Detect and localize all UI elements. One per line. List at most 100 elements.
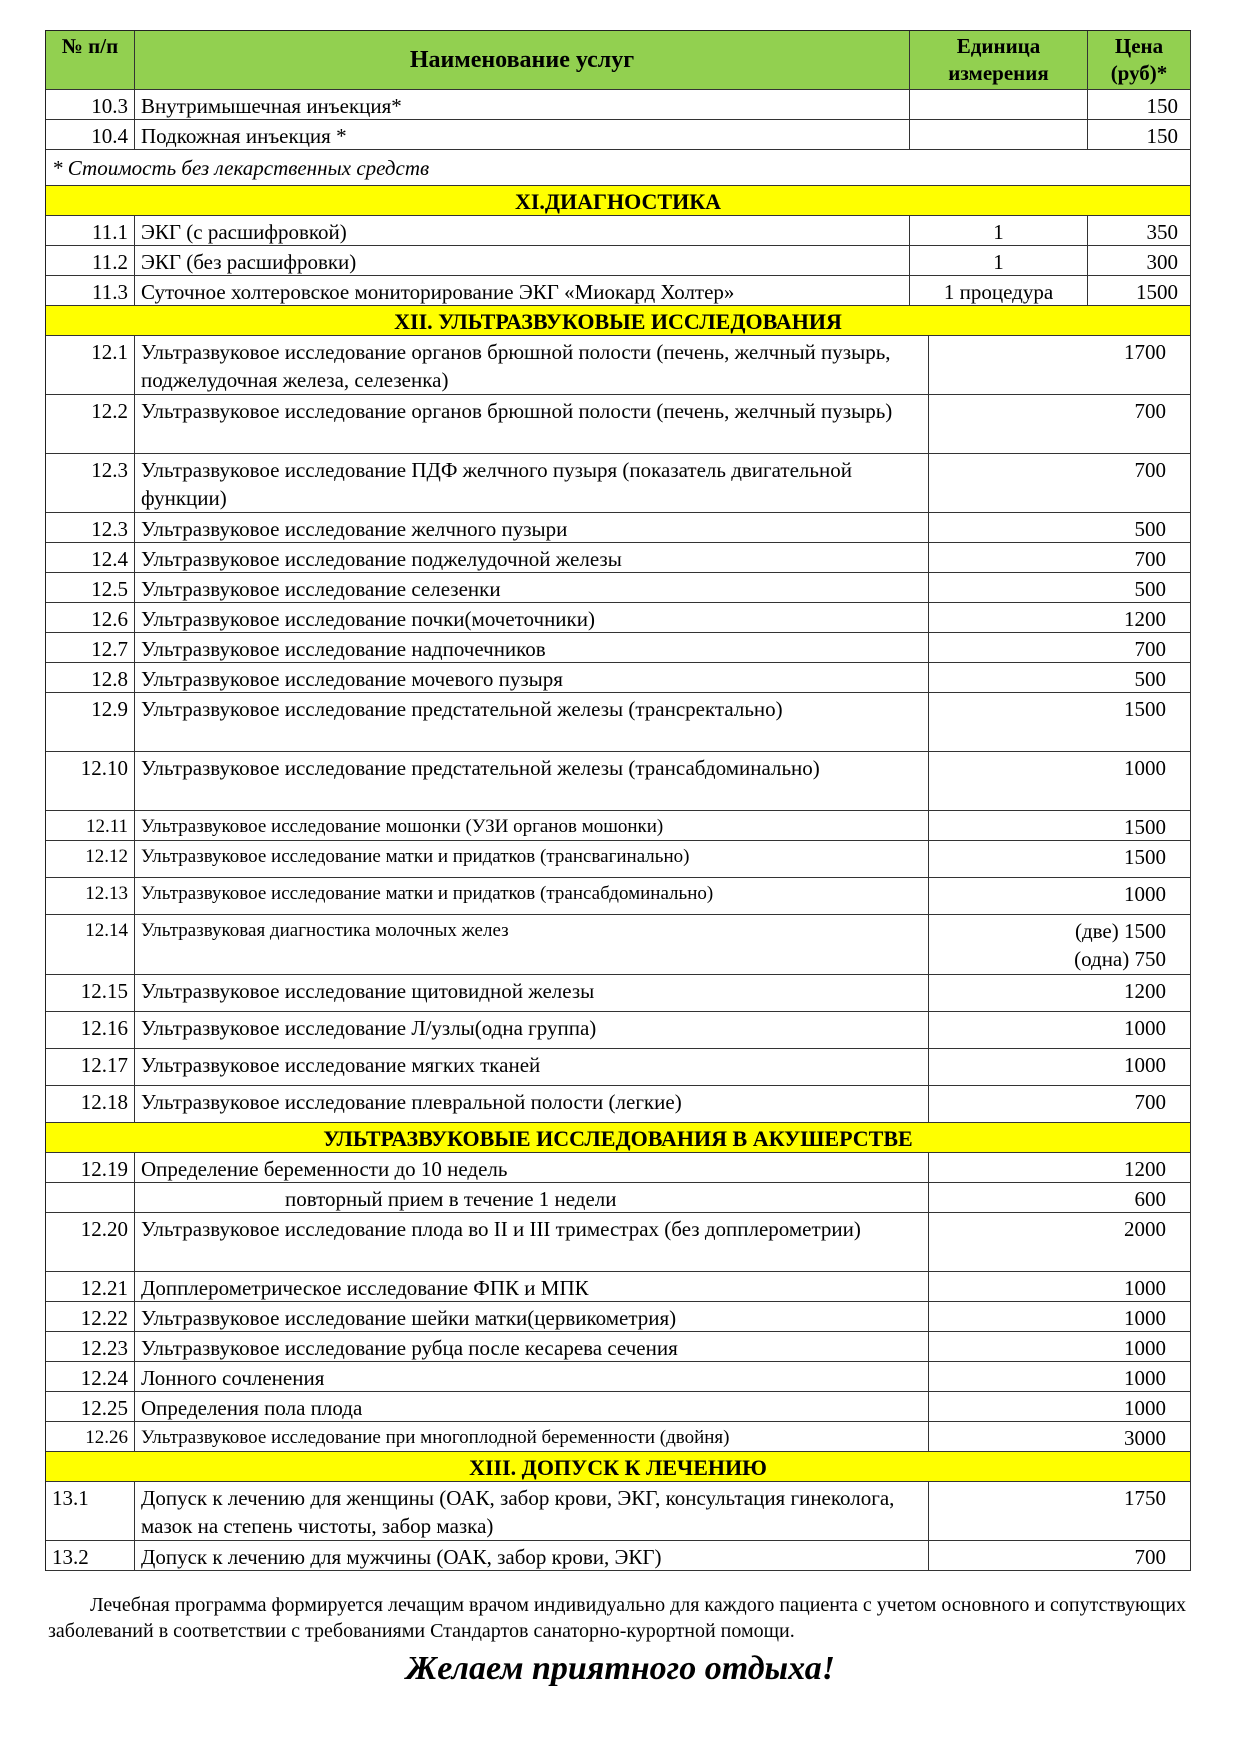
row-number: 13.2 — [46, 1541, 135, 1570]
row-number: 12.6 — [46, 603, 135, 632]
price: 1500 — [929, 841, 1191, 877]
service-name: Допуск к лечению для женщины (ОАК, забор… — [135, 1482, 929, 1540]
table-row: 12.15 Ультразвуковое исследование щитовид… — [46, 975, 1191, 1012]
table-row: 10.3 Внутримышечная инъекция* 150 — [46, 90, 1191, 120]
row-number: 11.2 — [46, 246, 135, 275]
service-name: Ультразвуковое исследование надпочечнико… — [135, 633, 929, 662]
price-value: 1000 — [1124, 1053, 1166, 1077]
price-value: 1000 — [1124, 1396, 1166, 1420]
row-number: 10.4 — [46, 120, 135, 149]
price-value: 1700 — [1124, 340, 1166, 364]
table-row: 12.8 Ультразвуковое исследование мочевого… — [46, 663, 1191, 693]
service-name: Внутримышечная инъекция* — [135, 90, 910, 119]
footnote-row: * Стоимость без лекарственных средств — [46, 150, 1191, 186]
section-title: XI.ДИАГНОСТИКА — [46, 186, 1191, 215]
price: 150 — [1088, 120, 1191, 149]
price-value: 700 — [1134, 399, 1167, 423]
price-value: 1000 — [1124, 1336, 1166, 1360]
table-row: 11.2 ЭКГ (без расшифровки) 1 300 — [46, 246, 1191, 276]
unit: 1 — [910, 216, 1088, 245]
table-row: 11.1 ЭКГ (с расшифровкой) 1 350 — [46, 216, 1191, 246]
row-number: 12.12 — [46, 841, 135, 877]
table-row: 12.3 Ультразвуковое исследование желчного… — [46, 513, 1191, 543]
service-name: ЭКГ (без расшифровки) — [135, 246, 910, 275]
table-row: 12.10 Ультразвуковое исследование предста… — [46, 752, 1191, 811]
table-row: 12.2 Ультразвуковое исследование органов … — [46, 395, 1191, 454]
price-value: 1000 — [1124, 1276, 1166, 1300]
table-row: 12.5 Ультразвуковое исследование селезенк… — [46, 573, 1191, 603]
table-row: 12.22 Ультразвуковое исследование шейки м… — [46, 1302, 1191, 1332]
footnote: * Стоимость без лекарственных средств — [46, 150, 1191, 185]
unit: 1 процедура — [910, 276, 1088, 305]
price: 1500 — [929, 811, 1191, 840]
section-header: XIII. ДОПУСК К ЛЕЧЕНИЮ — [46, 1452, 1191, 1482]
price-value-alt: (одна) 750 — [1074, 947, 1166, 971]
price: 700 — [929, 395, 1191, 453]
price-value: 1000 — [1124, 1306, 1166, 1330]
table-row: 12.24 Лонного сочленения 1000 — [46, 1362, 1191, 1392]
unit — [910, 90, 1088, 119]
service-name: Ультразвуковое исследование шейки матки(… — [135, 1302, 929, 1331]
row-number: 12.13 — [46, 878, 135, 914]
price: 1000 — [929, 1012, 1191, 1048]
price-value: 1500 — [1124, 845, 1166, 869]
price: 150 — [1088, 90, 1191, 119]
row-number: 12.4 — [46, 543, 135, 572]
service-name: Определения пола плода — [135, 1392, 929, 1421]
service-name: Допуск к лечению для мужчины (ОАК, забор… — [135, 1541, 929, 1570]
service-name: Ультразвуковое исследование плевральной … — [135, 1086, 929, 1122]
table-row: 12.21 Допплерометрическое исследование ФП… — [46, 1272, 1191, 1302]
price-value: 1000 — [1124, 1016, 1166, 1040]
service-name: Суточное холтеровское мониторирование ЭК… — [135, 276, 910, 305]
service-name: Ультразвуковое исследование плода во II … — [135, 1213, 929, 1271]
service-name: Ультразвуковое исследование мошонки (УЗИ… — [135, 811, 929, 840]
unit: 1 — [910, 246, 1088, 275]
price-value: 500 — [1134, 667, 1167, 691]
price-value: 1500 — [1124, 697, 1166, 721]
price: 1200 — [929, 603, 1191, 632]
row-number: 12.20 — [46, 1213, 135, 1271]
service-name: Ультразвуковое исследование предстательн… — [135, 693, 929, 751]
service-name: Определение беременности до 10 недель — [135, 1153, 929, 1182]
price-value: 1000 — [1124, 882, 1166, 906]
price-value: 700 — [1134, 458, 1167, 482]
price: 300 — [1088, 246, 1191, 275]
unit — [910, 120, 1088, 149]
table-row: 12.3 Ультразвуковое исследование ПДФ желч… — [46, 454, 1191, 513]
price-value: 1750 — [1124, 1486, 1166, 1510]
price: 600 — [929, 1183, 1191, 1212]
table-header: № п/п Наименование услуг Единица измерен… — [46, 31, 1191, 90]
price-value: 1200 — [1124, 1157, 1166, 1181]
header-num: № п/п — [46, 31, 135, 89]
table-row: 12.18 Ультразвуковое исследование плеврал… — [46, 1086, 1191, 1123]
table-row: 12.9 Ультразвуковое исследование предстат… — [46, 693, 1191, 752]
service-name: Подкожная инъекция * — [135, 120, 910, 149]
service-name: Ультразвуковое исследование матки и прид… — [135, 841, 929, 877]
row-number: 12.11 — [46, 811, 135, 840]
table-row: 12.1 Ультразвуковое исследование органов … — [46, 336, 1191, 395]
table-row: 12.11 Ультразвуковое исследование мошонки… — [46, 811, 1191, 841]
table-row: 12.19 Определение беременности до 10 неде… — [46, 1153, 1191, 1183]
row-number: 12.18 — [46, 1086, 135, 1122]
header-name: Наименование услуг — [135, 31, 910, 89]
row-number: 12.19 — [46, 1153, 135, 1182]
price: 1200 — [929, 1153, 1191, 1182]
table-row: 12.7 Ультразвуковое исследование надпочеч… — [46, 633, 1191, 663]
row-number: 12.21 — [46, 1272, 135, 1301]
row-number: 12.25 — [46, 1392, 135, 1421]
service-name: Ультразвуковое исследование предстательн… — [135, 752, 929, 810]
price-value: 500 — [1134, 577, 1167, 601]
table-row: 12.26 Ультразвуковое исследование при мно… — [46, 1422, 1191, 1452]
price-value: 1200 — [1124, 607, 1166, 631]
row-number: 12.16 — [46, 1012, 135, 1048]
table-row: 12.13 Ультразвуковое исследование матки и… — [46, 878, 1191, 915]
row-number: 12.7 — [46, 633, 135, 662]
service-name: Лонного сочленения — [135, 1362, 929, 1391]
price: 1000 — [929, 878, 1191, 914]
service-name: Ультразвуковое исследование Л/узлы(одна … — [135, 1012, 929, 1048]
row-number: 12.3 — [46, 513, 135, 542]
section-header: УЛЬТРАЗВУКОВЫЕ ИССЛЕДОВАНИЯ В АКУШЕРСТВЕ — [46, 1123, 1191, 1153]
price: 350 — [1088, 216, 1191, 245]
price-value: 700 — [1134, 1545, 1167, 1569]
row-number: 12.23 — [46, 1332, 135, 1361]
